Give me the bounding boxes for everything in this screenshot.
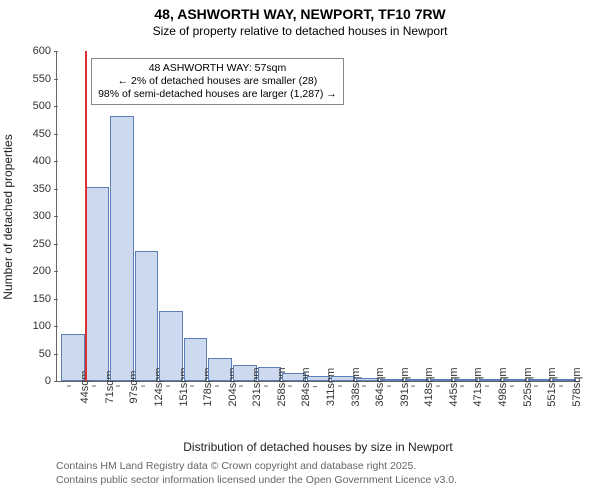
y-tick: 550 [33, 73, 57, 85]
y-tick: 100 [33, 320, 57, 332]
annotation-line1: 48 ASHWORTH WAY: 57sqm [98, 62, 337, 75]
page-subtitle: Size of property relative to detached ho… [0, 22, 600, 38]
x-tick: 391sqm [393, 367, 411, 406]
x-tick: 311sqm [319, 368, 337, 406]
y-tick: 600 [33, 45, 57, 57]
x-tick: 551sqm [540, 367, 558, 406]
y-tick: 350 [33, 183, 57, 195]
y-tick: 250 [33, 238, 57, 250]
annotation-line3: 98% of semi-detached houses are larger (… [98, 88, 337, 101]
histogram-bar [110, 116, 134, 381]
x-tick: 471sqm [466, 367, 484, 406]
y-tick: 150 [33, 293, 57, 305]
x-tick: 498sqm [491, 367, 509, 406]
histogram-bar [86, 187, 110, 381]
y-tick: 0 [45, 375, 57, 387]
property-marker-line [85, 51, 87, 381]
x-tick: 578sqm [565, 367, 583, 406]
x-tick: 338sqm [344, 367, 362, 406]
x-tick: 284sqm [294, 367, 312, 406]
y-tick: 200 [33, 265, 57, 277]
histogram-bar [135, 251, 159, 381]
annotation-line2: ← 2% of detached houses are smaller (28) [98, 75, 337, 88]
x-tick: 445sqm [442, 367, 460, 406]
footnote: Contains HM Land Registry data © Crown c… [56, 460, 457, 487]
x-axis-label: Distribution of detached houses by size … [183, 440, 452, 454]
y-axis-label: Number of detached properties [1, 134, 15, 299]
footnote-line1: Contains HM Land Registry data © Crown c… [56, 460, 457, 474]
y-tick: 450 [33, 128, 57, 140]
y-tick: 400 [33, 155, 57, 167]
x-tick: 418sqm [417, 367, 435, 406]
page-title: 48, ASHWORTH WAY, NEWPORT, TF10 7RW [0, 0, 600, 22]
y-tick: 500 [33, 100, 57, 112]
x-tick: 364sqm [368, 367, 386, 406]
y-tick: 300 [33, 210, 57, 222]
x-tick: 525sqm [516, 367, 534, 406]
y-tick: 50 [39, 348, 57, 360]
chart-plot-area: 05010015020025030035040045050055060044sq… [56, 52, 580, 382]
footnote-line2: Contains public sector information licen… [56, 474, 457, 488]
annotation-box: 48 ASHWORTH WAY: 57sqm← 2% of detached h… [91, 58, 344, 105]
